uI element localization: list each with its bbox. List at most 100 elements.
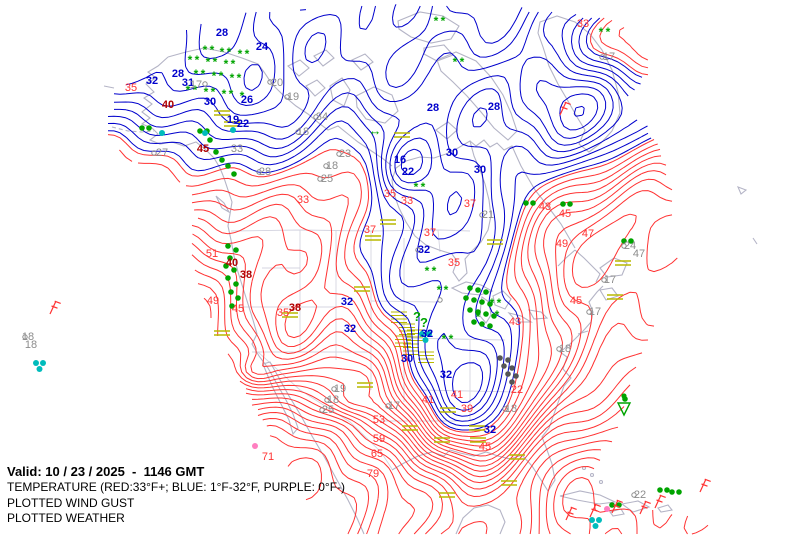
temp-contour-red-33 [107, 17, 655, 433]
station-temp-label: 47 [633, 248, 645, 260]
haze-icon [394, 132, 410, 138]
snow-asterisk: * [206, 55, 211, 69]
snow-asterisk: * [425, 264, 430, 278]
station-circle-icon [295, 129, 301, 135]
gust-value-label: 43 [539, 201, 551, 213]
ice-pellets-icon [426, 331, 432, 337]
station-temp-label: 18 [22, 331, 34, 343]
temp-contour-red-65 [251, 401, 602, 535]
station-temp-label: 18 [559, 343, 571, 355]
haze-icon [509, 454, 525, 460]
contour-label-blue: 32 [484, 424, 496, 436]
gust-value-label: 35 [277, 307, 289, 319]
coast-nova-scotia [599, 287, 619, 301]
snow-asterisk: * [606, 25, 611, 39]
snow-asterisk: * [193, 83, 198, 97]
station-temp-label: 18 [297, 126, 309, 138]
rain-icon [664, 487, 670, 493]
station-temp-label: 17 [190, 79, 202, 91]
freezing-hatch-icon [391, 311, 407, 323]
coast-bahamas [598, 479, 604, 485]
temp-contour-red-55 [197, 283, 637, 490]
contour-label-blue: 22 [237, 118, 249, 130]
gust-value-label: 35 [448, 257, 460, 269]
snow-asterisk: * [229, 87, 234, 101]
plotted-weather-symbols: * ** ** ** ** ** ** *** * * * * ** * * * * ** * * * * ** * * * * **… [22, 14, 711, 529]
rain-icon [479, 299, 485, 305]
ice-pellets-icon [202, 130, 208, 136]
gust-value-label: 45 [559, 208, 571, 220]
snow-asterisk: * [432, 264, 437, 278]
haze-icon [224, 121, 240, 127]
rain-icon [475, 287, 481, 293]
legend-temperature-line: TEMPERATURE (RED:33°F+; BLUE: 1°F-32°F, … [7, 480, 346, 494]
temp-contour-red-59 [245, 388, 625, 507]
rain-icon [235, 295, 241, 301]
station-temp-bold-label: 40 [162, 99, 174, 111]
gust-value-label: 51 [206, 248, 218, 260]
haze-icon [214, 330, 230, 336]
coast-hudson-bay [391, 140, 492, 282]
rain-icon [669, 489, 675, 495]
funnel-cloud-icon [621, 393, 627, 399]
coast-gulf-east [391, 285, 604, 493]
coast-fragment [752, 237, 758, 245]
rain-icon [491, 313, 497, 319]
station-circle-icon [324, 397, 330, 403]
gust-value-label: 39 [461, 403, 473, 415]
rain-icon [467, 285, 473, 291]
temp-contour-blue-28 [107, 17, 648, 422]
haze-icon [607, 294, 623, 300]
station-temp-label: 33 [231, 143, 243, 155]
rain-icon [225, 163, 231, 169]
station-temp-label: 20 [271, 77, 283, 89]
station-circle-icon [336, 151, 342, 157]
gust-value-label: 37 [364, 224, 376, 236]
coast-gulf-st-lawrence [557, 249, 601, 283]
station-temp-label: 17 [604, 274, 616, 286]
snow-asterisk: * [222, 87, 227, 101]
snow-asterisk: * [441, 14, 446, 28]
wind-shift-icon: ↔ [369, 123, 382, 138]
ice-pellets-icon [592, 523, 599, 529]
gust-value-label: 71 [262, 451, 274, 463]
rain-icon [231, 171, 237, 177]
station-temp-label: 22 [634, 489, 646, 501]
plotted-values: 33 35 33 37 35 33 37 37 35 43 45 47 49 45 43 51 49 45 35 41… [22, 18, 646, 501]
station-circle-icon [601, 277, 607, 283]
rain-icon [463, 295, 469, 301]
snow-asterisk: * [237, 71, 242, 85]
temp-contour-red-73 [266, 424, 623, 535]
rain-icon [228, 289, 234, 295]
wind-gust-barb-icon [654, 494, 666, 509]
snow-asterisk: * [414, 180, 419, 194]
coast-baffin-island [436, 51, 518, 141]
rain-icon [609, 502, 615, 508]
gust-value-label: 65 [371, 448, 383, 460]
gust-value-label: 43 [509, 316, 521, 328]
rain-icon [483, 289, 489, 295]
contour-label-blue: 32 [440, 369, 452, 381]
coast-aleutians [111, 126, 155, 133]
snow-asterisk: * [210, 43, 215, 57]
temp-contour-red-39 [191, 155, 662, 447]
freezing-hatch-icon [399, 323, 415, 335]
temp-contour-blue-32 [107, 17, 652, 431]
snow-asterisk: * [201, 67, 206, 81]
gust-value-label: 45 [570, 295, 582, 307]
ice-pellets-icon [40, 360, 46, 366]
rain-dark-icon [505, 371, 511, 377]
station-temp-label: 34 [316, 111, 328, 123]
ice-pellets-icon [230, 127, 236, 133]
ice-pellets-icon [36, 366, 43, 372]
temp-contour-red-35 [119, 19, 658, 437]
temp-contour-blue-18 [184, 5, 599, 176]
haze-icon [469, 425, 485, 431]
rain-dark-icon [509, 379, 515, 385]
contour-label-blue: 32 [341, 296, 353, 308]
contour-label-blue: 19 [227, 114, 239, 126]
rain-dark-icon [505, 357, 511, 363]
rain-icon [227, 255, 233, 261]
